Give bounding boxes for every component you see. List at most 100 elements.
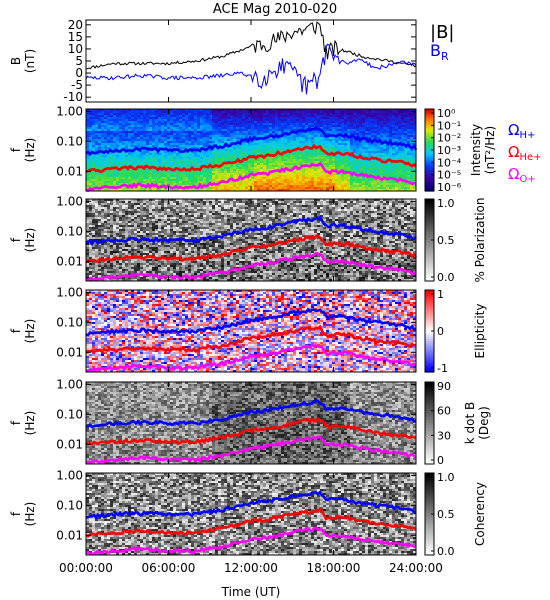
spectrogram-cell <box>146 157 149 159</box>
spectrogram-cell <box>335 161 338 163</box>
spectrogram-cell <box>119 153 122 155</box>
spectrogram-cell <box>317 121 320 123</box>
spectrogram-cell <box>245 149 248 151</box>
spectrogram-cell <box>152 129 155 131</box>
spectrogram-cell <box>98 145 101 147</box>
spectrogram-cell <box>104 217 107 219</box>
spectrogram-cell <box>206 133 209 135</box>
spectrogram-cell <box>314 185 317 187</box>
spectrogram-cell <box>158 173 161 175</box>
spectrogram-cell <box>113 159 116 161</box>
spectrogram-cell <box>218 131 221 133</box>
spectrogram-cell <box>374 163 377 165</box>
spectrogram-cell <box>332 137 335 139</box>
spectrogram-cell <box>389 167 392 169</box>
spectrogram-cell <box>401 121 404 123</box>
spectrogram-cell <box>272 111 275 113</box>
spectrogram-cell <box>377 165 380 167</box>
spectrogram-cell <box>368 165 371 167</box>
spectrogram-cell <box>221 141 224 143</box>
spectrogram-cell <box>281 147 284 149</box>
spectrogram-cell <box>293 183 296 185</box>
spectrogram-cell <box>209 123 212 125</box>
spectrogram-cell <box>101 131 104 133</box>
spectrogram-cell <box>272 143 275 145</box>
spectrogram-cell <box>320 111 323 113</box>
spectrogram-cell <box>140 157 143 159</box>
spectrogram-cell <box>347 117 350 119</box>
spectrogram-cell <box>140 115 143 117</box>
spectrogram-cell <box>263 113 266 115</box>
spectrogram-cell <box>92 225 95 227</box>
spectrogram-cell <box>218 117 221 119</box>
spectrogram-cell <box>92 145 95 147</box>
spectrogram-cell <box>245 123 248 125</box>
spectrogram-cell <box>269 113 272 115</box>
y-tick-label: 0.01 <box>56 164 83 178</box>
spectrogram-cell <box>299 113 302 115</box>
spectrogram-cell <box>308 179 311 181</box>
spectrogram-cell <box>95 117 98 119</box>
spectrogram-cell <box>107 265 110 267</box>
spectrogram-cell <box>341 161 344 163</box>
spectrogram-cell <box>164 157 167 159</box>
spectrogram-cell <box>323 127 326 129</box>
spectrogram-cell <box>206 173 209 175</box>
spectrogram-cell <box>284 119 287 121</box>
spectrogram-cell <box>275 115 278 117</box>
spectrogram-cell <box>386 183 389 185</box>
spectrogram-cell <box>365 115 368 117</box>
spectrogram-cell <box>152 171 155 173</box>
spectrogram-cell <box>260 183 263 185</box>
spectrogram-cell <box>356 181 359 183</box>
spectrogram-cell <box>203 139 206 141</box>
spectrogram-cell <box>245 121 248 123</box>
spectrogram-cell <box>167 145 170 147</box>
spectrogram-cell <box>410 187 413 189</box>
spectrogram-cell <box>389 149 392 151</box>
spectrogram-cell <box>125 125 128 127</box>
spectrogram-cell <box>209 155 212 157</box>
spectrogram-cell <box>380 119 383 121</box>
spectrogram-cell <box>140 121 143 123</box>
spectrogram-cell <box>284 161 287 163</box>
spectrogram-cell <box>182 181 185 183</box>
spectrogram-cell <box>125 137 128 139</box>
spectrogram-cell <box>290 153 293 155</box>
spectrogram-cell <box>389 135 392 137</box>
spectrogram-cell <box>101 115 104 117</box>
spectrogram-cell <box>158 145 161 147</box>
spectrogram-cell <box>263 121 266 123</box>
spectrogram-cell <box>287 157 290 159</box>
spectrogram-cell <box>284 181 287 183</box>
spectrogram-cell <box>341 159 344 161</box>
spectrogram-cell <box>110 223 113 225</box>
spectrogram-cell <box>251 181 254 183</box>
spectrogram-cell <box>245 165 248 167</box>
spectrogram-cell <box>323 155 326 157</box>
spectrogram-cell <box>221 137 224 139</box>
spectrogram-cell <box>239 151 242 153</box>
spectrogram-cell <box>203 181 206 183</box>
spectrogram-cell <box>401 125 404 127</box>
spectrogram-cell <box>98 209 101 211</box>
spectrogram-cell <box>185 163 188 165</box>
spectrogram-cell <box>107 261 110 263</box>
spectrogram-cell <box>368 169 371 171</box>
spectrogram-cell <box>302 171 305 173</box>
spectrogram-cell <box>236 187 239 189</box>
spectrogram-cell <box>149 143 152 145</box>
spectrogram-cell <box>149 119 152 121</box>
spectrogram-cell <box>392 115 395 117</box>
spectrogram-cell <box>143 141 146 143</box>
spectrogram-cell <box>353 113 356 115</box>
spectrogram-cell <box>404 123 407 125</box>
spectrogram-cell <box>191 143 194 145</box>
spectrogram-cell <box>161 143 164 145</box>
spectrogram-cell <box>221 123 224 125</box>
spectrogram-cell <box>305 123 308 125</box>
spectrogram-cell <box>263 123 266 125</box>
spectrogram-cell <box>116 131 119 133</box>
colorbar-label: Intensity(nT²/Hz) <box>469 124 497 176</box>
spectrogram-cell <box>89 125 92 127</box>
